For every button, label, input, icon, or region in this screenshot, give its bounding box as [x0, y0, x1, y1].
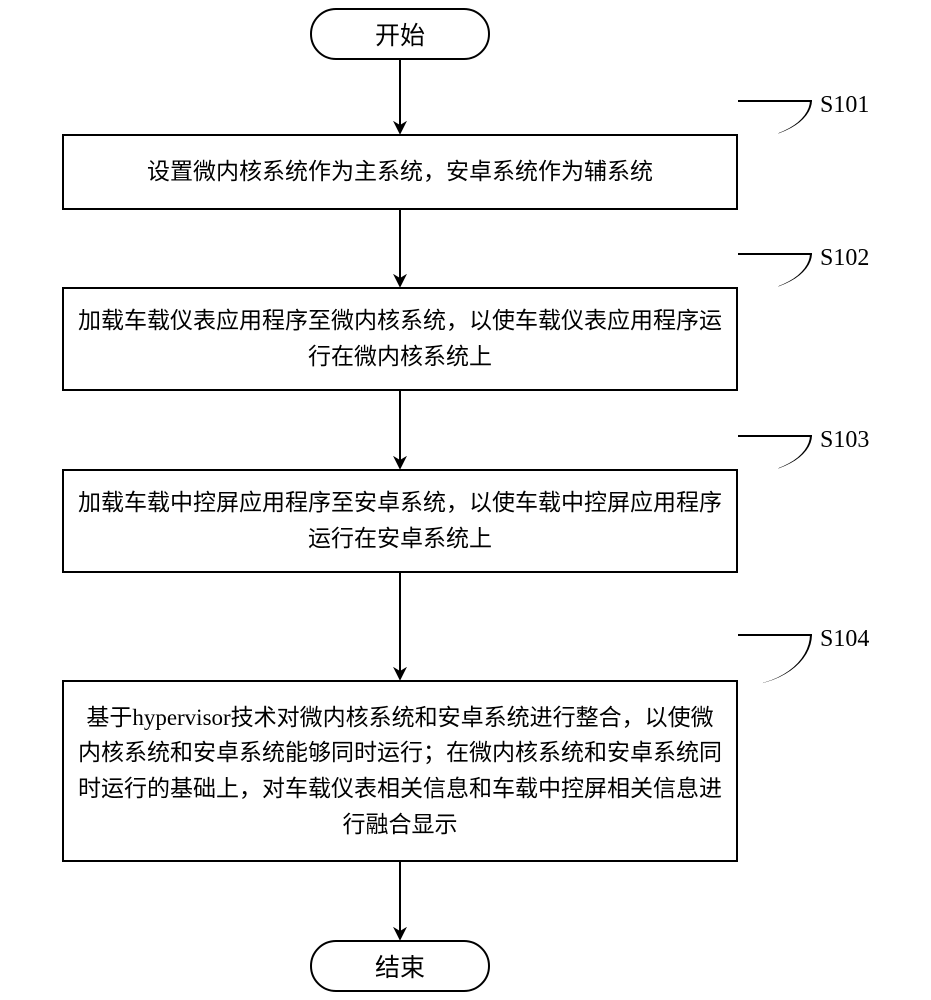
step-label-s104: S104 [820, 626, 869, 653]
process-step-s103: 加载车载中控屏应用程序至安卓系统，以使车载中控屏应用程序运行在安卓系统上 [62, 469, 738, 573]
leader-s103 [738, 435, 812, 475]
process-step-s104: 基于hypervisor技术对微内核系统和安卓系统进行整合，以使微内核系统和安卓… [62, 680, 738, 862]
leader-s102 [738, 253, 812, 293]
flowchart-canvas: 开始 设置微内核系统作为主系统，安卓系统作为辅系统 加载车载仪表应用程序至微内核… [0, 0, 931, 1000]
process-step-s101: 设置微内核系统作为主系统，安卓系统作为辅系统 [62, 134, 738, 210]
step-label-s103: S103 [820, 427, 869, 454]
process-step-s102: 加载车载仪表应用程序至微内核系统，以使车载仪表应用程序运行在微内核系统上 [62, 287, 738, 391]
step-label-s102: S102 [820, 245, 869, 272]
terminator-end: 结束 [310, 940, 490, 992]
step-label-s101: S101 [820, 92, 869, 119]
terminator-start: 开始 [310, 8, 490, 60]
leader-s104 [738, 634, 812, 686]
leader-s101 [738, 100, 812, 140]
